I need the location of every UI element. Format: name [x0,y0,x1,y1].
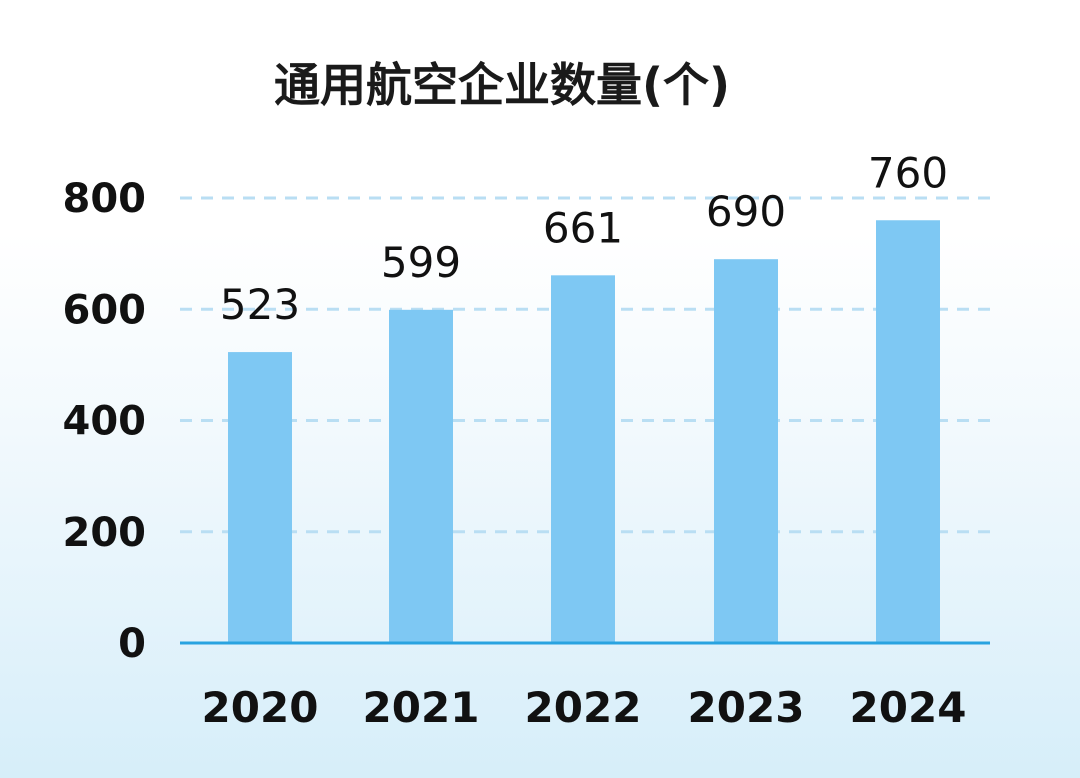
y-tick-label: 400 [63,399,147,445]
bar [551,275,615,643]
x-category-label: 2021 [363,683,480,732]
y-tick-label: 0 [118,621,146,667]
bar [389,309,453,643]
x-axis-categories: 2020 2021 2022 2023 2024 [202,683,967,732]
bar [876,220,940,643]
bar-value-label: 523 [220,280,300,329]
chart-title: 通用航空企业数量(个) [274,58,730,112]
bars [228,220,940,643]
y-tick-label: 800 [63,176,147,222]
y-tick-label: 200 [63,510,147,556]
x-category-label: 2023 [688,683,805,732]
x-category-label: 2024 [850,683,967,732]
bar-value-label: 760 [868,148,948,197]
bar [228,352,292,643]
y-axis-ticks: 0 200 400 600 800 [63,176,147,667]
bar-value-label: 599 [381,238,461,287]
x-category-label: 2022 [525,683,642,732]
bar-value-label: 661 [543,203,623,252]
y-tick-label: 600 [63,287,147,333]
value-labels: 523 599 661 690 760 [220,148,948,329]
x-category-label: 2020 [202,683,319,732]
bar-value-label: 690 [706,187,786,236]
bar [714,259,778,643]
